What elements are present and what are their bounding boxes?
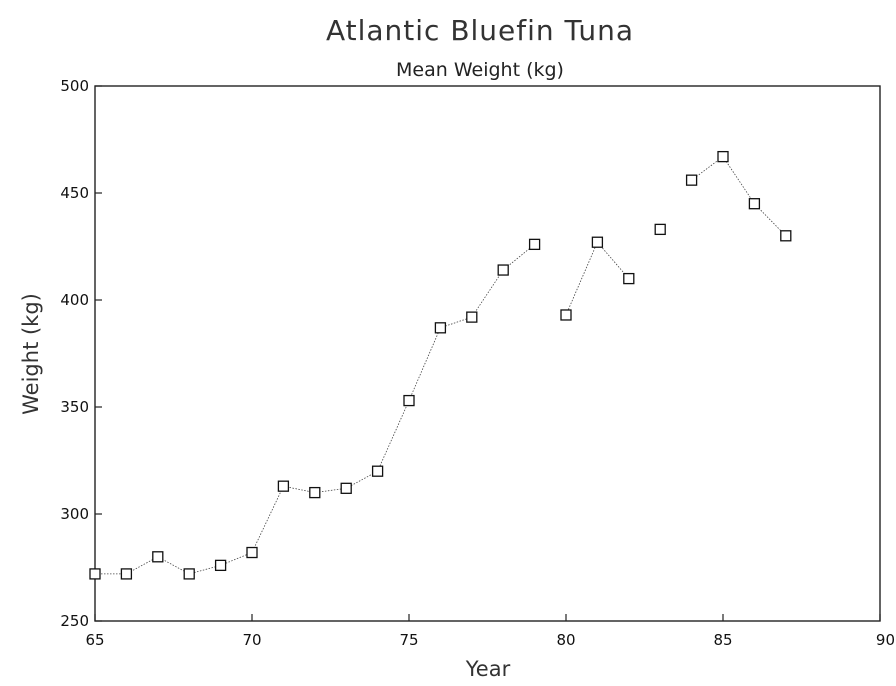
series-line-segment xyxy=(691,156,787,237)
data-point xyxy=(277,480,290,492)
data-point xyxy=(89,568,101,580)
plot-area-frame xyxy=(94,85,881,622)
x-tick-label: 85 xyxy=(713,631,732,649)
data-point xyxy=(152,551,164,563)
series-line-segment xyxy=(95,244,535,575)
data-point xyxy=(214,559,227,572)
x-axis: 65 70 75 80 85 90 xyxy=(85,614,895,649)
x-tick-label: 75 xyxy=(399,631,418,649)
x-tick-label: 70 xyxy=(242,631,261,649)
x-axis-label: Year xyxy=(465,657,511,681)
data-point xyxy=(497,264,509,276)
data-point xyxy=(780,230,792,242)
data-point xyxy=(403,394,415,407)
data-point xyxy=(560,309,572,321)
y-tick-label: 500 xyxy=(60,77,89,95)
series-lines xyxy=(95,156,787,575)
data-point xyxy=(371,465,384,477)
chart-title: Atlantic Bluefin Tuna xyxy=(326,14,634,47)
x-tick-label: 65 xyxy=(85,631,104,649)
x-tick-label: 80 xyxy=(556,631,575,649)
y-axis-label: Weight (kg) xyxy=(19,293,43,415)
data-point xyxy=(246,546,258,559)
data-point xyxy=(528,238,541,251)
data-point xyxy=(685,174,698,186)
y-tick-label: 450 xyxy=(60,184,89,202)
data-point xyxy=(434,322,447,334)
data-point xyxy=(748,198,761,210)
y-tick-label: 350 xyxy=(60,398,89,416)
x-tick-label: 90 xyxy=(876,631,895,649)
series-line-segment xyxy=(565,241,630,316)
data-point xyxy=(183,568,195,580)
data-point xyxy=(466,311,478,323)
data-point xyxy=(309,486,321,499)
y-tick-label: 300 xyxy=(60,505,89,523)
data-points xyxy=(89,150,792,580)
y-tick-label: 250 xyxy=(60,612,89,630)
data-point xyxy=(120,568,133,580)
y-tick-label: 400 xyxy=(60,291,89,309)
data-point xyxy=(623,272,635,285)
data-point xyxy=(340,482,352,494)
data-point xyxy=(591,236,604,248)
chart-subtitle: Mean Weight (kg) xyxy=(396,59,564,81)
y-axis: 250 300 350 400 450 500 xyxy=(60,77,102,630)
data-point xyxy=(654,223,666,236)
data-point xyxy=(717,150,729,163)
